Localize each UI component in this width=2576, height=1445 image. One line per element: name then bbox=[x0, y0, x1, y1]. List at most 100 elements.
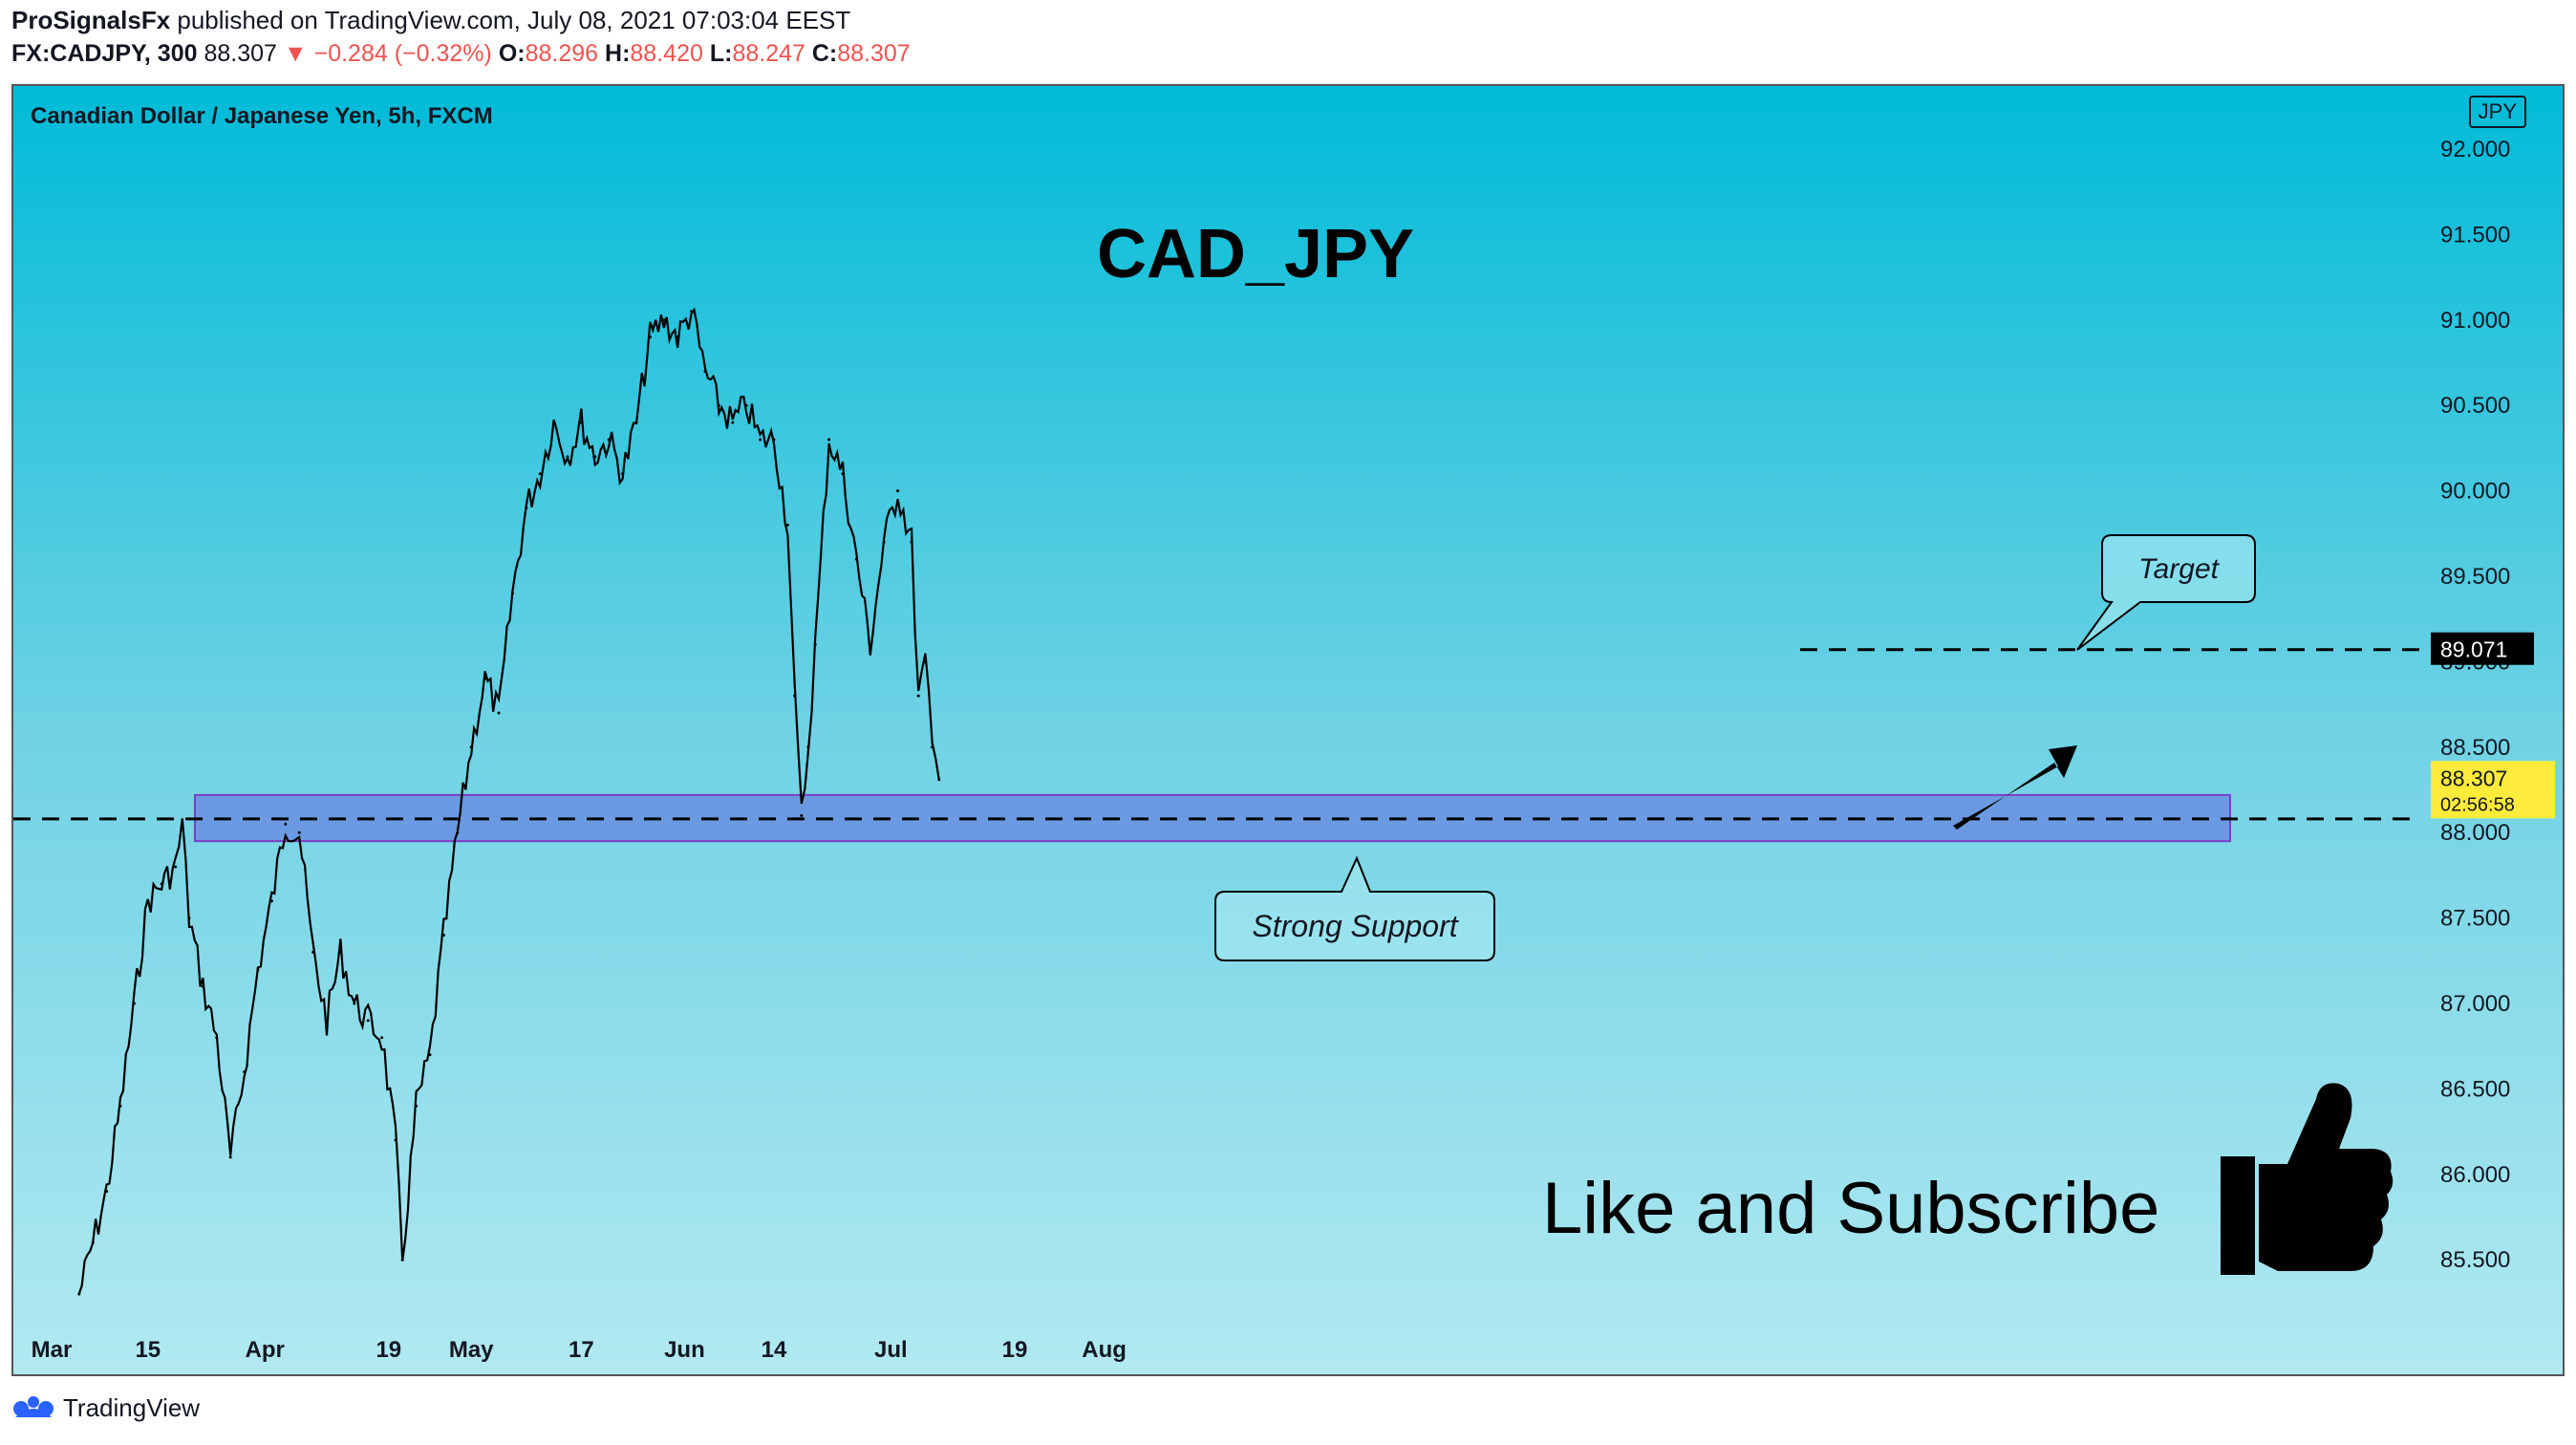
target-arrow-icon bbox=[1953, 745, 2077, 830]
price-point bbox=[896, 489, 900, 493]
open-label: O: bbox=[498, 40, 526, 67]
x-tick-label: Apr bbox=[246, 1337, 285, 1363]
target-price-box bbox=[2431, 632, 2534, 665]
chart-panel[interactable]: 92.000 91.500 91.000 90.500 90.000 89.500 89.0… bbox=[11, 84, 2565, 1376]
y-tick-label: 85.500 bbox=[2440, 1247, 2510, 1273]
x-tick-label: 17 bbox=[569, 1337, 594, 1363]
price-point bbox=[497, 711, 501, 715]
high-label: H: bbox=[605, 40, 631, 67]
price-point bbox=[717, 403, 720, 407]
price-point bbox=[621, 472, 625, 476]
price-point bbox=[256, 967, 260, 971]
ohlc-legend: FX:CADJPY, 300 88.307 ▼ −0.284 (−0.32%) … bbox=[11, 40, 911, 68]
y-tick-label: 91.500 bbox=[2440, 222, 2510, 248]
price-point bbox=[366, 1019, 370, 1023]
price-point bbox=[525, 506, 528, 509]
close-label: C: bbox=[811, 40, 838, 67]
y-tick-label: 89.500 bbox=[2440, 564, 2510, 590]
price-point bbox=[744, 403, 748, 407]
price-point bbox=[132, 1002, 136, 1005]
chart-subtitle: Canadian Dollar / Japanese Yen, 5h, FXCM bbox=[31, 103, 493, 129]
chart-title: CAD_JPY bbox=[1097, 216, 1414, 292]
y-tick-label: 92.000 bbox=[2440, 137, 2510, 162]
x-tick-label: 15 bbox=[135, 1337, 161, 1363]
thumbs-up-icon bbox=[2221, 1083, 2394, 1275]
price-point bbox=[311, 950, 315, 954]
brand-name: TradingView bbox=[63, 1393, 201, 1422]
y-tick-label: 90.500 bbox=[2440, 393, 2510, 419]
price-point bbox=[380, 1036, 384, 1040]
price-point bbox=[105, 1190, 109, 1194]
price-point bbox=[703, 369, 707, 373]
price-series bbox=[77, 307, 940, 1294]
price-point bbox=[400, 1258, 404, 1262]
price-point bbox=[916, 694, 920, 698]
price-chart[interactable]: 92.000 91.500 91.000 90.500 90.000 89.500 89.0… bbox=[13, 86, 2563, 1374]
last-price-box bbox=[2431, 761, 2555, 819]
price-point bbox=[456, 830, 460, 834]
price-point bbox=[662, 318, 666, 322]
price-point bbox=[634, 421, 638, 424]
price-point bbox=[772, 438, 776, 442]
last-price-label: 88.307 bbox=[2440, 766, 2507, 790]
x-tick-label: Mar bbox=[32, 1337, 73, 1363]
x-tick-label: Jul bbox=[874, 1337, 908, 1363]
last-price: 88.307 bbox=[204, 40, 277, 67]
price-point bbox=[690, 310, 694, 313]
price-point bbox=[201, 984, 204, 988]
tradingview-brand[interactable]: TradingView bbox=[11, 1393, 200, 1423]
price-point bbox=[806, 745, 810, 749]
price-point bbox=[243, 1070, 247, 1074]
price-point bbox=[793, 694, 797, 698]
price-point bbox=[923, 659, 927, 663]
y-tick-label: 86.000 bbox=[2440, 1162, 2510, 1188]
y-tick-label: 87.500 bbox=[2440, 906, 2510, 932]
published-text: published on TradingView.com, July 08, 2… bbox=[177, 6, 851, 34]
price-point bbox=[731, 421, 735, 424]
x-tick-label: 19 bbox=[1002, 1337, 1028, 1363]
price-point bbox=[181, 822, 184, 826]
price-point bbox=[394, 1138, 397, 1142]
countdown-label: 02:56:58 bbox=[2440, 794, 2515, 815]
support-callout-text: Strong Support bbox=[1252, 909, 1458, 943]
publish-info: ProSignalsFx published on TradingView.co… bbox=[11, 6, 850, 35]
price-point bbox=[552, 421, 556, 424]
price-point bbox=[483, 677, 487, 680]
price-point bbox=[325, 1019, 329, 1023]
price-point bbox=[854, 557, 858, 561]
target-callout bbox=[2076, 534, 2256, 651]
y-tick-label: 86.500 bbox=[2440, 1076, 2510, 1102]
price-point bbox=[579, 421, 583, 424]
price-point bbox=[841, 472, 845, 476]
price-point bbox=[882, 540, 886, 544]
y-tick-label: 90.000 bbox=[2440, 479, 2510, 505]
price-point bbox=[937, 778, 941, 782]
price-point bbox=[510, 592, 514, 595]
price-point bbox=[284, 822, 288, 826]
price-point bbox=[813, 643, 817, 647]
currency-badge[interactable]: JPY bbox=[2468, 96, 2526, 128]
price-point bbox=[469, 745, 473, 749]
y-tick-label: 88.500 bbox=[2440, 735, 2510, 761]
low-label: L: bbox=[709, 40, 733, 67]
x-tick-label: 19 bbox=[376, 1337, 401, 1363]
y-tick-label: 87.000 bbox=[2440, 991, 2510, 1017]
low-value: 88.247 bbox=[732, 40, 805, 67]
publisher-name[interactable]: ProSignalsFx bbox=[11, 6, 171, 34]
price-point bbox=[415, 1104, 419, 1108]
support-callout bbox=[1214, 855, 1495, 961]
support-zone bbox=[194, 793, 2231, 843]
down-arrow-icon: ▼ bbox=[283, 40, 308, 67]
price-point bbox=[118, 1104, 122, 1108]
x-tick-label: May bbox=[449, 1337, 494, 1363]
price-point bbox=[228, 1155, 232, 1159]
price-point bbox=[676, 335, 679, 339]
price-change: −0.284 (−0.32%) bbox=[313, 40, 492, 67]
close-value: 88.307 bbox=[837, 40, 911, 67]
price-point bbox=[538, 472, 542, 476]
price-point bbox=[869, 643, 872, 647]
y-tick-label: 88.000 bbox=[2440, 820, 2510, 846]
price-point bbox=[785, 523, 789, 527]
price-point bbox=[215, 1036, 219, 1040]
price-point bbox=[91, 1240, 95, 1244]
